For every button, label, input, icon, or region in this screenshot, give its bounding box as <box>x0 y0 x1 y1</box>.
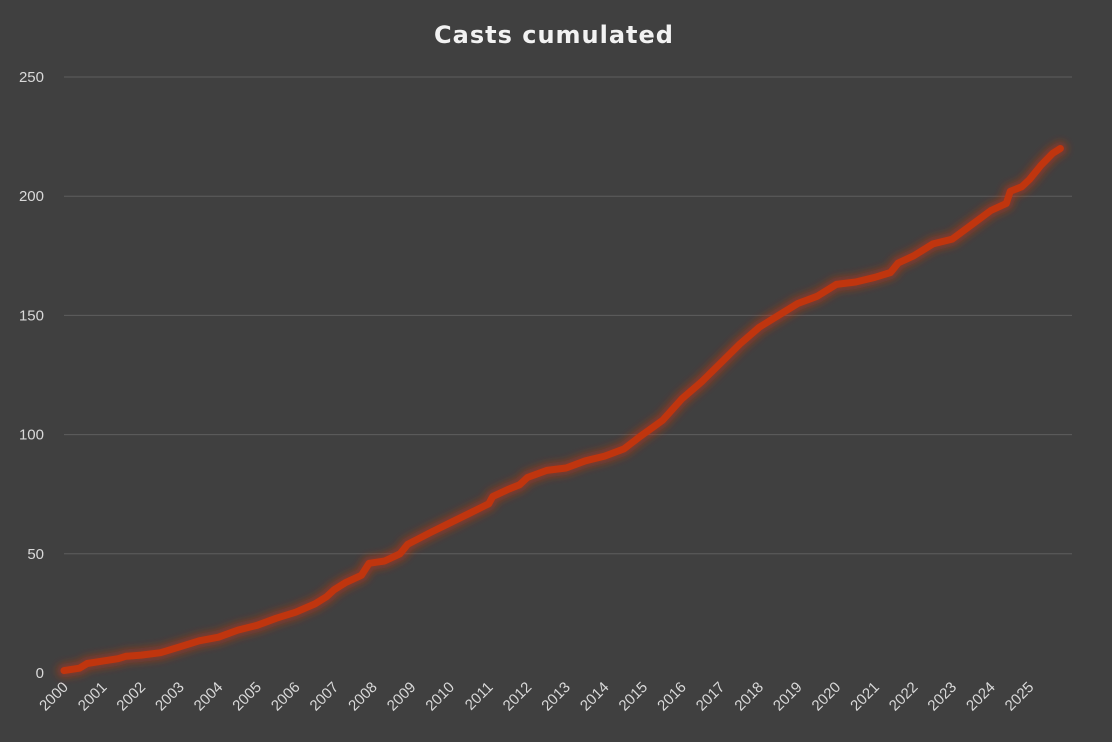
x-tick-label: 2019 <box>770 679 806 715</box>
x-tick-label: 2002 <box>113 679 149 715</box>
x-tick-label: 2015 <box>616 679 652 715</box>
y-tick-label: 0 <box>36 665 44 682</box>
x-tick-label: 2008 <box>345 679 381 715</box>
x-tick-label: 2023 <box>924 679 960 715</box>
y-tick-label: 250 <box>19 69 44 86</box>
x-tick-label: 2006 <box>268 679 304 715</box>
x-tick-label: 2009 <box>384 679 420 715</box>
x-tick-label: 2021 <box>847 679 883 715</box>
y-tick-label: 150 <box>19 307 44 324</box>
y-tick-label: 100 <box>19 427 44 444</box>
x-tick-label: 2022 <box>886 679 922 715</box>
series-layer <box>57 141 1068 678</box>
x-tick-label: 2025 <box>1002 679 1038 715</box>
x-tick-label: 2004 <box>191 679 227 715</box>
y-tick-label: 50 <box>27 546 44 563</box>
x-tick-label: 2010 <box>422 679 458 715</box>
series-line-glow <box>57 141 1068 678</box>
x-tick-label: 2011 <box>462 679 497 714</box>
x-tick-label: 2016 <box>654 679 690 715</box>
x-tick-label: 2005 <box>229 679 265 715</box>
x-tick-label: 2013 <box>538 679 574 715</box>
x-tick-label: 2007 <box>307 679 343 715</box>
x-tick-label: 2020 <box>809 679 845 715</box>
x-tick-label: 2017 <box>693 679 729 715</box>
x-tick-label: 2014 <box>577 679 613 715</box>
chart-title: Casts cumulated <box>434 21 674 49</box>
x-tick-label: 2024 <box>963 679 999 715</box>
y-tick-label: 200 <box>19 188 44 205</box>
x-axis-ticks: 2000 2001 2002 2003 2004 2005 2006 2007 2008 2009… <box>36 679 1037 715</box>
y-axis-ticks: 0 50 100 150 200 250 <box>19 69 44 682</box>
gridlines <box>64 76 1072 555</box>
x-tick-label: 2000 <box>36 679 72 715</box>
x-tick-label: 2001 <box>75 679 111 715</box>
x-tick-label: 2012 <box>500 679 536 715</box>
series-line <box>60 145 1064 675</box>
x-tick-label: 2018 <box>731 679 767 715</box>
x-tick-label: 2003 <box>152 679 188 715</box>
